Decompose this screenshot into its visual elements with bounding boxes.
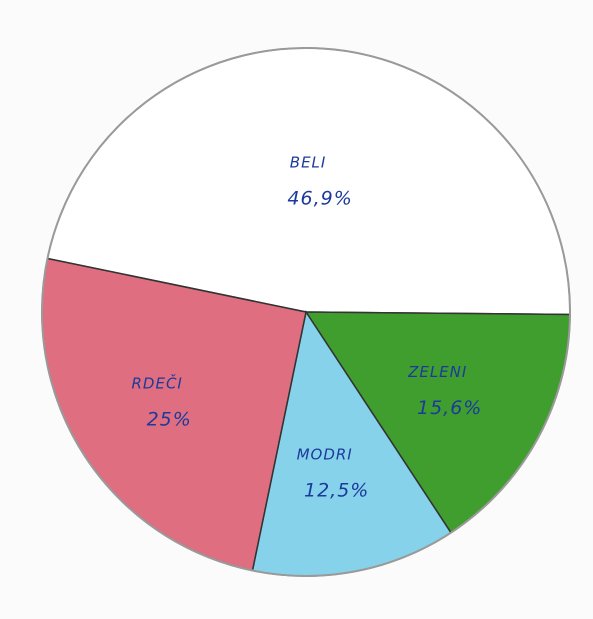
slice-value-label: 12,5% bbox=[304, 479, 369, 501]
slice-name: BELI bbox=[290, 153, 327, 171]
pie-outline bbox=[41, 47, 571, 577]
slice-name: ZELENI bbox=[407, 363, 467, 381]
labels: BELI 46,9% ZELENI 15,6% MODRI 12,5% RDEČI 25% bbox=[132, 153, 482, 501]
slice-value-label: 15,6% bbox=[417, 397, 482, 419]
slice-value-label: 46,9% bbox=[287, 187, 352, 209]
slice-name: MODRI bbox=[297, 445, 353, 463]
slice-value-label: 25% bbox=[147, 408, 192, 430]
slice-name: RDEČI bbox=[132, 373, 183, 392]
